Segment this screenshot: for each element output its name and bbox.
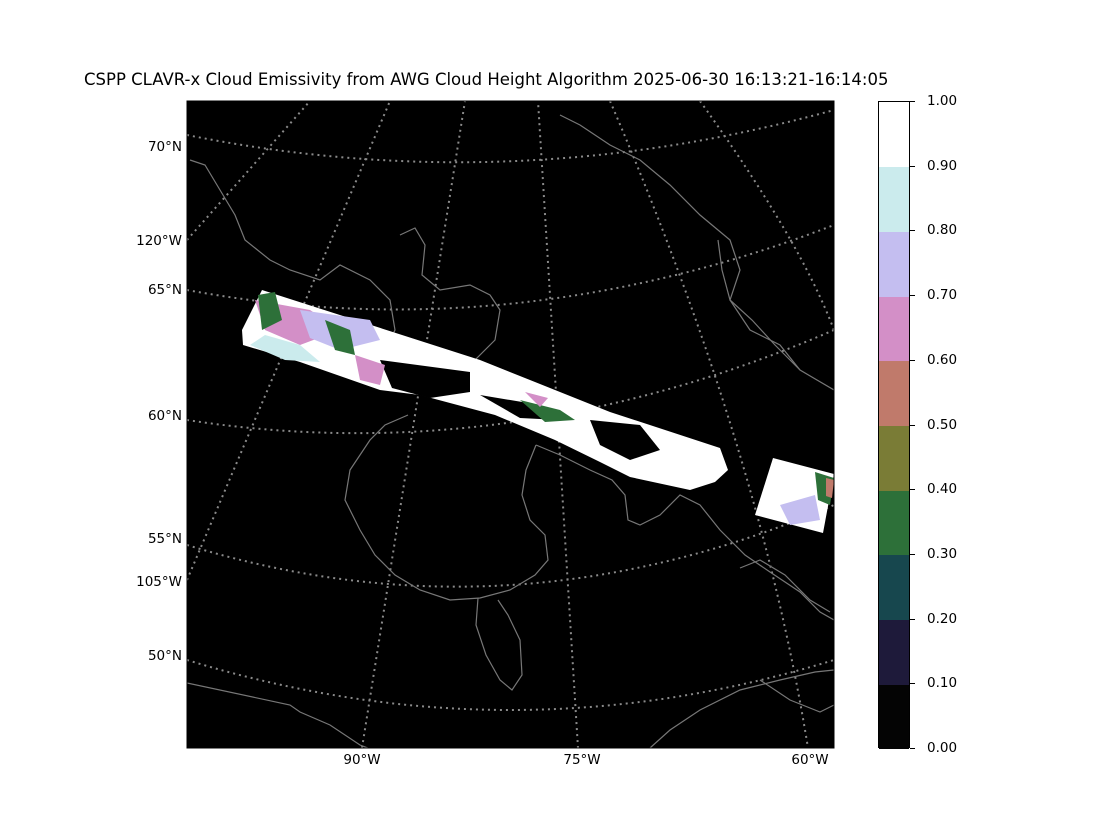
meridian-105w [187, 101, 391, 581]
lat-label-55n: 55°N [147, 531, 182, 547]
green-cloud-2 [325, 320, 355, 355]
colorbar-segment [879, 619, 909, 685]
green-cloud-3 [520, 400, 575, 422]
parallel-65n [187, 224, 834, 311]
colorbar-segment [879, 490, 909, 556]
colorbar-segment [879, 425, 909, 491]
colorbar-segment [879, 102, 909, 168]
colorbar-tick-label: 0.30 [927, 545, 958, 562]
colorbar-segment [879, 554, 909, 621]
colorbar-tick-label: 0.70 [927, 287, 958, 304]
colorbar-tick-label: 0.40 [927, 481, 958, 498]
green-cloud-1 [258, 292, 282, 330]
lon-label-105w: 105°W [136, 574, 182, 590]
labrador-coast [739, 559, 831, 613]
colorbar-tick [910, 230, 915, 231]
pink-cloud-4 [826, 478, 834, 498]
colorbar-tick [910, 166, 915, 167]
colorbar-tick-label: 0.20 [927, 610, 958, 627]
coastlines [187, 114, 834, 748]
james-bay-coast [475, 597, 523, 691]
lon-label-60w: 60°W [791, 752, 829, 768]
colorbar-segment [879, 360, 909, 426]
colorbar-tick-label: 1.00 [927, 93, 958, 109]
colorbar-segment [879, 231, 909, 297]
baffin-island [399, 227, 501, 373]
lon-label-75w: 75°W [563, 752, 601, 768]
pink-cloud-2 [355, 355, 385, 385]
lat-label-70n: 70°N [147, 139, 182, 155]
parallel-70n [187, 109, 834, 164]
meridian-90w [361, 101, 466, 748]
colorbar-tick-label: 0.80 [927, 222, 958, 239]
colorbar-tick-label: 0.50 [927, 416, 958, 433]
cyan-cloud-1 [250, 335, 320, 362]
satellite-swath [242, 290, 834, 533]
lat-label-60n: 60°N [147, 408, 182, 424]
colorbar-tick [910, 554, 915, 555]
ungava-coast [535, 444, 834, 621]
colorbar-tick [910, 683, 915, 684]
colorbar-tick-label: 0.10 [927, 675, 958, 692]
colorbar-tick [910, 489, 915, 490]
colorbar-tick [910, 748, 915, 749]
swath-gap-2 [590, 420, 660, 460]
parallel-62n [187, 329, 834, 435]
colorbar [878, 101, 910, 750]
hudson-bay-coast [344, 414, 549, 601]
colorbar-tick [910, 360, 915, 361]
lat-label-50n: 50°N [147, 648, 182, 664]
colorbar-segment [879, 296, 909, 362]
colorbar-tick [910, 619, 915, 620]
map-background [187, 101, 834, 748]
map-title: CSPP CLAVR-x Cloud Emissivity from AWG C… [84, 70, 889, 89]
colorbar-tick [910, 295, 915, 296]
meridian-60w [699, 101, 834, 331]
colorbar-tick [910, 425, 915, 426]
pink-cloud-3 [525, 392, 548, 407]
border-line [187, 682, 369, 748]
greenland-west [717, 239, 801, 371]
parallel-55n [187, 504, 834, 588]
meridian-120w [187, 101, 311, 241]
newfoundland [759, 679, 834, 713]
lat-label-65n: 65°N [147, 282, 182, 298]
arctic-islands [189, 159, 401, 381]
lavender-cloud-2 [780, 495, 820, 525]
st-lawrence-coast [649, 669, 834, 748]
colorbar-tick-label: 0.90 [927, 157, 958, 174]
colorbar-segment [879, 166, 909, 232]
colorbar-tick-label: 0.60 [927, 351, 958, 368]
colorbar-tick [910, 101, 915, 102]
swath-gap [380, 360, 470, 398]
lon-label-90w: 90°W [343, 752, 381, 768]
baffin-east [559, 114, 834, 391]
colorbar-segment [879, 684, 909, 750]
lon-label-120w: 120°W [136, 233, 182, 249]
colorbar-tick-label: 0.00 [927, 740, 958, 756]
map-frame [186, 100, 835, 749]
